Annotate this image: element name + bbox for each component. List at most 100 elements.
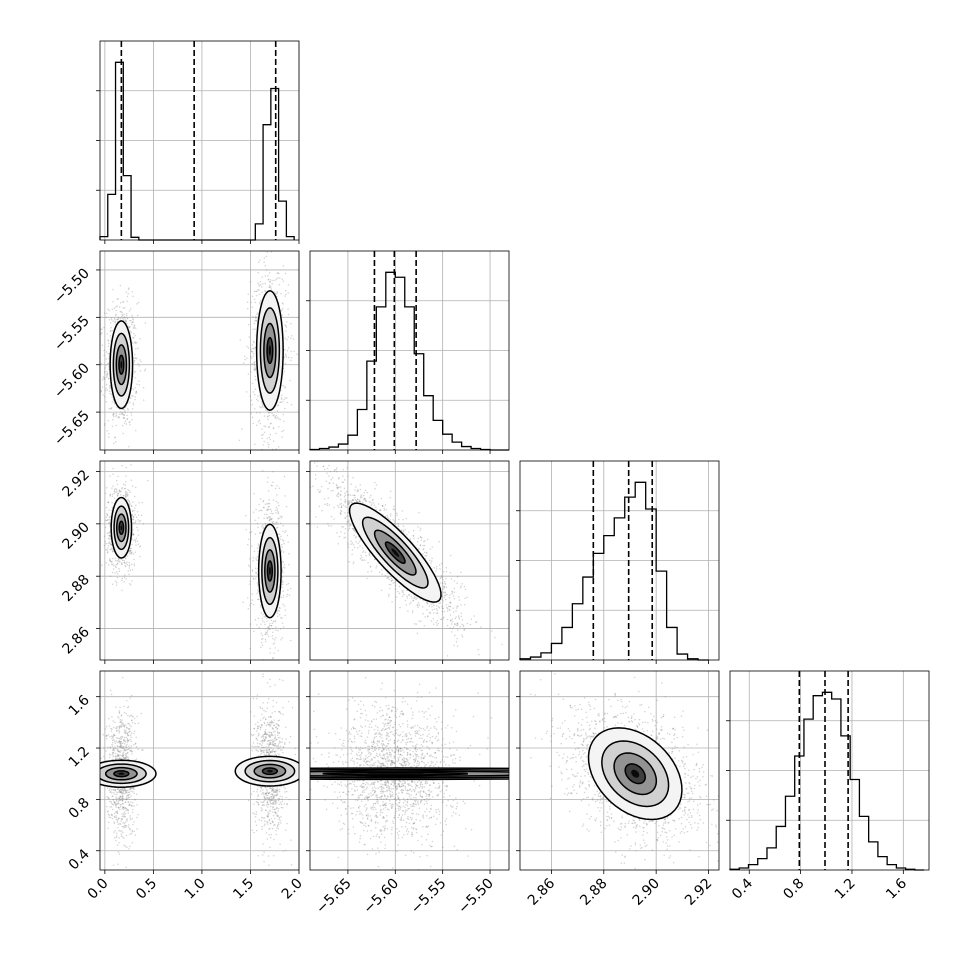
scatter-point <box>272 440 275 442</box>
scatter-point <box>115 487 117 490</box>
scatter-point <box>344 512 346 514</box>
scatter-point <box>344 517 346 519</box>
scatter-point <box>282 429 285 432</box>
scatter-point <box>312 485 314 488</box>
scatter-point <box>131 316 133 318</box>
scatter-point <box>284 385 286 388</box>
scatter-point <box>138 365 140 367</box>
scatter-point <box>106 549 109 552</box>
scatter-point <box>279 607 281 609</box>
scatter-point <box>124 316 126 319</box>
scatter-point <box>127 409 129 411</box>
scatter-point <box>277 526 279 529</box>
scatter-point <box>406 595 408 598</box>
scatter-point <box>423 625 426 627</box>
scatter-point <box>117 318 119 320</box>
scatter-point <box>101 328 103 331</box>
scatter-point <box>259 422 262 425</box>
scatter-point <box>113 492 115 495</box>
scatter-point <box>351 499 354 502</box>
scatter-point <box>132 321 134 323</box>
scatter-point <box>282 551 285 553</box>
scatter-point <box>430 560 433 562</box>
scatter-point <box>109 535 111 537</box>
scatter-point <box>264 265 267 267</box>
scatter-point <box>102 394 104 396</box>
scatter-point <box>256 555 259 558</box>
scatter-point <box>280 292 282 295</box>
scatter-point <box>135 516 138 518</box>
scatter-point <box>109 535 111 538</box>
scatter-point <box>132 533 134 536</box>
scatter-point <box>419 536 422 538</box>
scatter-point <box>269 624 271 627</box>
scatter-point <box>128 326 131 328</box>
scatter-point <box>138 520 141 523</box>
scatter-point <box>444 598 447 601</box>
scatter-point <box>132 388 135 391</box>
scatter-point <box>326 472 328 474</box>
scatter-point <box>272 279 274 282</box>
scatter-point <box>255 508 257 511</box>
scatter-point <box>347 529 350 531</box>
scatter-point <box>251 569 254 571</box>
scatter-point <box>422 612 424 615</box>
scatter-point <box>331 477 334 479</box>
scatter-point <box>333 518 335 520</box>
scatter-point <box>120 317 122 320</box>
scatter-point <box>134 396 137 398</box>
scatter-point <box>103 535 106 537</box>
scatter-point <box>460 615 462 618</box>
scatter-point <box>279 401 281 404</box>
scatter-point <box>112 467 114 470</box>
scatter-point <box>136 357 138 360</box>
scatter-point <box>109 322 112 324</box>
scatter-point <box>106 374 108 376</box>
scatter-point <box>126 418 128 420</box>
scatter-point <box>114 323 117 325</box>
scatter-point <box>279 277 281 279</box>
y-tick-label: −5.55 <box>51 313 93 355</box>
scatter-point <box>355 486 357 488</box>
scatter-point <box>442 570 445 573</box>
scatter-point <box>116 559 119 562</box>
scatter-point <box>113 401 116 404</box>
scatter-point <box>103 424 106 426</box>
scatter-point <box>134 513 136 516</box>
scatter-point <box>281 583 284 586</box>
scatter-point <box>259 299 262 302</box>
scatter-point <box>342 468 344 471</box>
scatter-point <box>268 426 270 428</box>
scatter-point <box>128 287 130 289</box>
scatter-point <box>365 554 367 557</box>
scatter-point <box>292 458 294 460</box>
scatter-point <box>328 475 330 477</box>
scatter-point <box>447 605 450 608</box>
scatter-point <box>327 487 329 490</box>
scatter-point <box>106 552 109 554</box>
scatter-point <box>279 538 282 540</box>
scatter-point <box>257 589 259 591</box>
scatter-point <box>120 490 122 493</box>
scatter-point <box>401 590 404 592</box>
scatter-point <box>138 380 140 382</box>
scatter-point <box>257 550 259 552</box>
scatter-point <box>106 512 108 515</box>
scatter-point <box>336 487 339 489</box>
scatter-point <box>107 345 110 347</box>
panel-content <box>292 458 503 657</box>
scatter-point <box>250 350 253 352</box>
scatter-point <box>128 561 131 564</box>
scatter-point <box>324 468 326 471</box>
scatter-point <box>109 560 112 562</box>
scatter-point <box>410 595 412 597</box>
scatter-point <box>144 322 147 324</box>
scatter-point <box>106 532 109 534</box>
scatter-point <box>119 411 122 413</box>
scatter-point <box>105 389 107 392</box>
scatter-point <box>441 595 444 597</box>
scatter-point <box>116 576 119 579</box>
scatter-point <box>442 617 444 620</box>
scatter-point <box>289 587 292 590</box>
scatter-point <box>457 615 460 617</box>
